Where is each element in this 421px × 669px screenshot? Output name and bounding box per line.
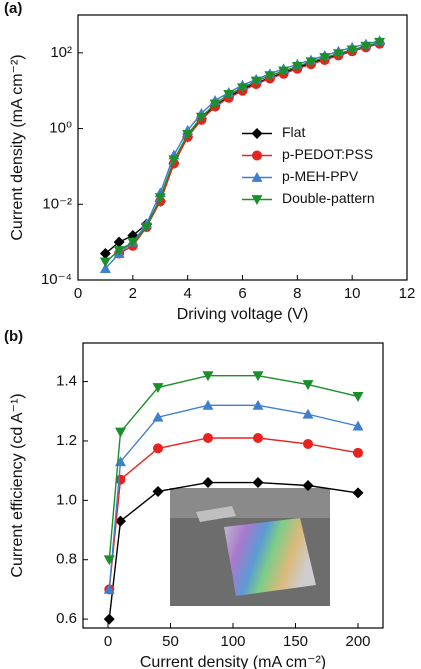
marker: [250, 76, 262, 87]
legend-marker: [251, 128, 263, 139]
marker: [253, 433, 263, 443]
panel-label: (a): [4, 0, 22, 17]
marker: [278, 66, 290, 77]
marker: [99, 263, 111, 274]
marker: [153, 443, 163, 454]
marker: [319, 53, 331, 64]
marker: [346, 45, 358, 56]
y-tick-label: 1.2: [56, 432, 77, 449]
legend-marker: [252, 150, 262, 161]
x-tick-label: 0: [74, 285, 82, 302]
y-tick-label: 0.8: [56, 551, 77, 568]
marker: [352, 420, 364, 431]
marker: [113, 236, 125, 248]
marker: [302, 380, 314, 391]
legend-marker: [251, 195, 263, 205]
marker: [352, 392, 364, 402]
photo-inset: [170, 488, 330, 606]
marker: [252, 399, 264, 410]
marker: [303, 438, 313, 449]
x-tick-label: 50: [162, 633, 179, 650]
y-tick-label: 10⁻⁴: [41, 271, 72, 288]
marker: [291, 61, 303, 72]
marker: [353, 447, 363, 458]
y-tick-label: 1.0: [56, 491, 77, 508]
legend-label: Flat: [282, 124, 305, 140]
legend-marker: [251, 172, 263, 182]
marker: [223, 89, 235, 100]
marker: [352, 487, 364, 499]
marker: [302, 480, 314, 491]
marker: [152, 485, 164, 497]
marker: [374, 37, 386, 48]
x-tick-label: 2: [129, 285, 137, 302]
legend-label: Double-pattern: [282, 190, 375, 206]
marker: [332, 49, 344, 60]
marker: [302, 408, 314, 419]
marker: [202, 399, 214, 410]
y-tick-label: 1.4: [56, 373, 77, 390]
x-tick-label: 4: [183, 285, 191, 302]
x-tick-label: 8: [293, 285, 301, 302]
marker: [115, 474, 126, 485]
marker: [195, 112, 207, 123]
marker: [152, 383, 164, 394]
marker: [252, 477, 264, 489]
y-axis-label: Current efficiency (cd A⁻¹): [9, 393, 26, 577]
marker: [152, 411, 164, 422]
marker: [127, 237, 139, 248]
marker: [203, 433, 213, 443]
panel-label: (b): [4, 328, 23, 345]
marker: [182, 130, 194, 140]
x-tick-label: 200: [345, 633, 370, 650]
marker: [115, 427, 126, 438]
marker: [154, 193, 166, 204]
y-tick-label: 10²: [50, 44, 72, 61]
marker: [209, 99, 221, 110]
marker: [99, 248, 111, 260]
marker: [202, 477, 214, 489]
legend-label: p-PEDOT:PSS: [282, 146, 373, 162]
marker: [103, 613, 115, 625]
x-axis-label: Driving voltage (V): [177, 306, 309, 323]
marker: [168, 155, 180, 166]
x-tick-label: 0: [104, 633, 112, 650]
x-tick-label: 150: [283, 633, 308, 650]
marker: [113, 246, 125, 257]
x-tick-label: 6: [238, 285, 246, 302]
marker: [115, 515, 126, 527]
legend-label: p-MEH-PPV: [282, 168, 359, 184]
marker: [202, 371, 214, 382]
marker: [103, 555, 115, 566]
marker: [264, 71, 276, 82]
x-tick-label: 12: [399, 285, 416, 302]
y-tick-label: 0.6: [56, 610, 77, 627]
marker: [237, 83, 248, 94]
y-tick-label: 10⁰: [49, 120, 72, 137]
y-axis-label: Current density (mA cm⁻²): [9, 54, 26, 240]
y-tick-label: 10⁻²: [42, 195, 72, 212]
x-axis-label: Current density (mA cm⁻²): [140, 654, 326, 669]
marker: [99, 257, 111, 268]
marker: [360, 41, 372, 52]
x-tick-label: 100: [220, 633, 245, 650]
marker: [103, 583, 115, 594]
marker: [252, 371, 264, 382]
x-tick-label: 10: [344, 285, 361, 302]
marker: [305, 57, 317, 68]
marker: [141, 222, 153, 233]
